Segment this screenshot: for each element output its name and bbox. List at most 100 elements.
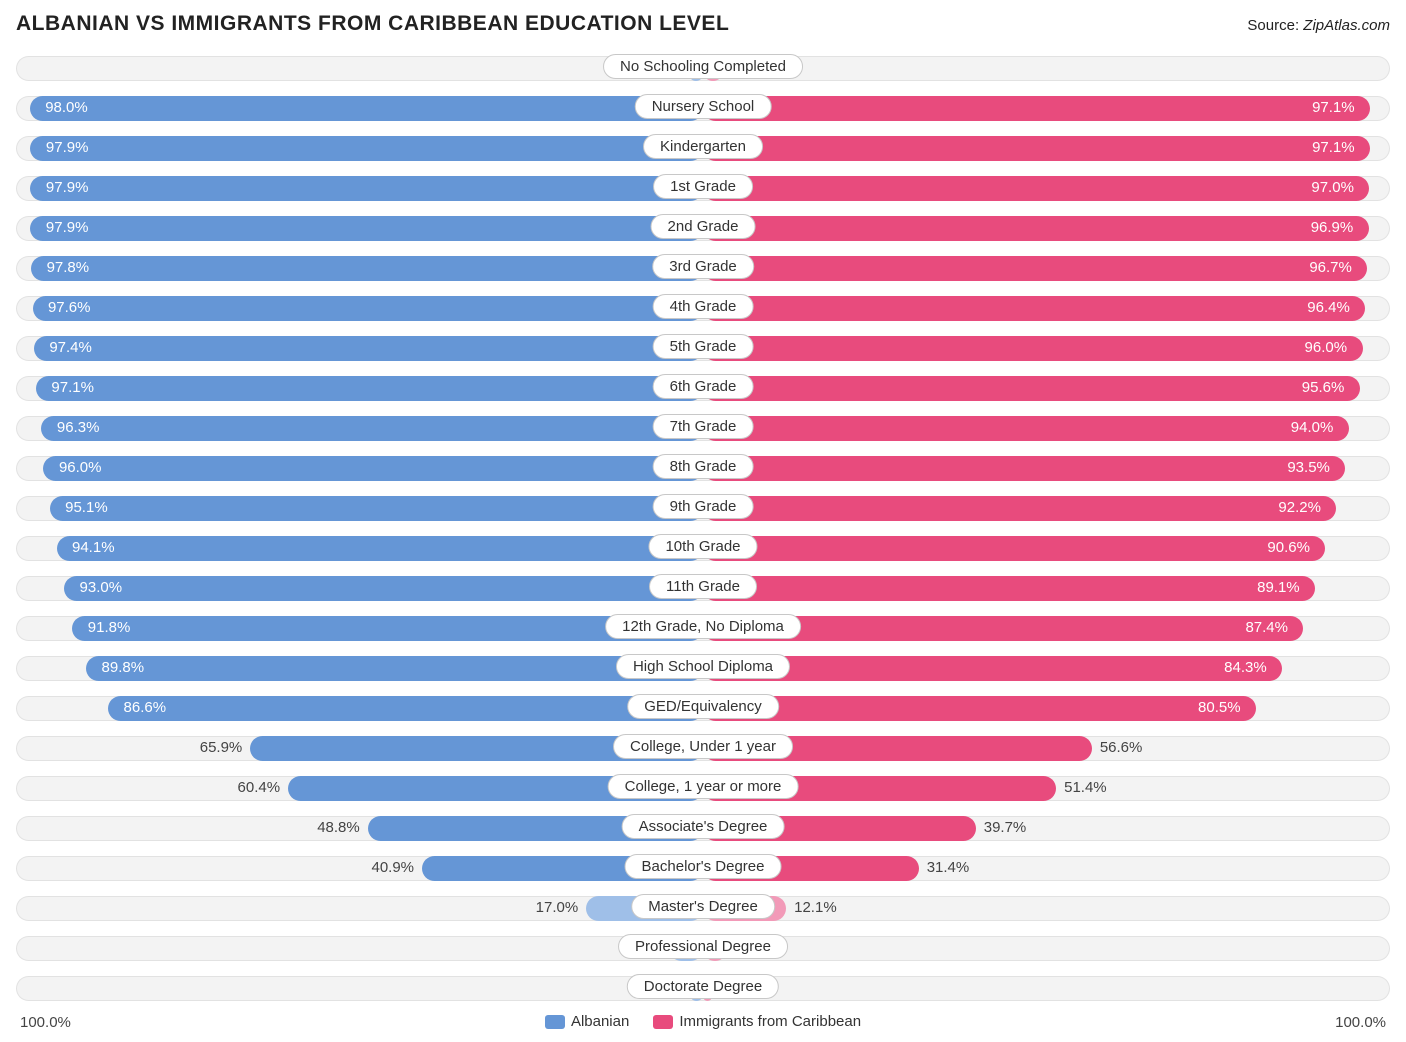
value-right: 80.5%: [1198, 699, 1241, 716]
bar-right: [703, 96, 1370, 121]
chart-row: 4.9%3.5%Professional Degree: [16, 932, 1390, 965]
chart-row: 17.0%12.1%Master's Degree: [16, 892, 1390, 925]
chart-header: ALBANIAN VS IMMIGRANTS FROM CARIBBEAN ED…: [16, 12, 1390, 36]
chart-row: 97.9%97.0%1st Grade: [16, 172, 1390, 205]
category-pill: College, 1 year or more: [608, 774, 799, 799]
value-left: 96.3%: [57, 419, 100, 436]
bar-left: [30, 136, 703, 161]
bar-right: [703, 536, 1325, 561]
bar-right: [703, 496, 1336, 521]
category-pill: Bachelor's Degree: [625, 854, 782, 879]
chart-row: 48.8%39.7%Associate's Degree: [16, 812, 1390, 845]
value-left: 97.4%: [49, 339, 92, 356]
value-left: 97.1%: [51, 379, 94, 396]
bar-left: [30, 96, 703, 121]
value-right: 84.3%: [1224, 659, 1267, 676]
chart-row: 1.9%1.3%Doctorate Degree: [16, 972, 1390, 1005]
category-pill: 4th Grade: [653, 294, 754, 319]
bar-right: [703, 176, 1369, 201]
bar-right: [703, 136, 1370, 161]
bar-right: [703, 376, 1360, 401]
value-right: 89.1%: [1257, 579, 1300, 596]
value-right: 96.9%: [1311, 219, 1354, 236]
category-pill: 7th Grade: [653, 414, 754, 439]
value-left: 17.0%: [536, 899, 579, 916]
category-pill: No Schooling Completed: [603, 54, 803, 79]
value-left: 86.6%: [124, 699, 167, 716]
value-right: 93.5%: [1287, 459, 1330, 476]
value-right: 97.0%: [1311, 179, 1354, 196]
bar-left: [30, 176, 703, 201]
category-pill: College, Under 1 year: [613, 734, 793, 759]
value-right: 94.0%: [1291, 419, 1334, 436]
bar-left: [64, 576, 703, 601]
value-right: 90.6%: [1267, 539, 1310, 556]
bar-right: [703, 416, 1349, 441]
category-pill: 12th Grade, No Diploma: [605, 614, 801, 639]
legend-item-right: Immigrants from Caribbean: [653, 1013, 861, 1030]
chart-row: 93.0% 89.1% 11th Grade: [16, 572, 1390, 605]
value-right: 96.7%: [1309, 259, 1352, 276]
bar-left: [43, 456, 703, 481]
chart-row: 97.1% 95.6% 6th Grade: [16, 372, 1390, 405]
value-right: 97.1%: [1312, 139, 1355, 156]
bar-right: [703, 576, 1315, 601]
chart-row: 97.9% 97.1% Kindergarten: [16, 132, 1390, 165]
value-right: 12.1%: [794, 899, 837, 916]
category-pill: Professional Degree: [618, 934, 788, 959]
bar-left: [30, 216, 703, 241]
value-left: 97.9%: [46, 139, 89, 156]
value-right: 31.4%: [927, 859, 970, 876]
chart-row: 97.8%96.7%3rd Grade: [16, 252, 1390, 285]
bar-left: [57, 536, 703, 561]
bar-right: [703, 456, 1345, 481]
category-pill: 8th Grade: [653, 454, 754, 479]
legend-swatch-right: [653, 1015, 673, 1029]
legend-label-left: Albanian: [571, 1013, 629, 1030]
legend-swatch-left: [545, 1015, 565, 1029]
chart-title: ALBANIAN VS IMMIGRANTS FROM CARIBBEAN ED…: [16, 12, 729, 36]
value-left: 93.0%: [80, 579, 123, 596]
source-label: Source:: [1247, 17, 1303, 34]
category-pill: Kindergarten: [643, 134, 763, 159]
bar-left: [34, 336, 703, 361]
value-right: 95.6%: [1302, 379, 1345, 396]
value-left: 97.9%: [46, 179, 89, 196]
value-right: 92.2%: [1278, 499, 1321, 516]
bar-left: [50, 496, 703, 521]
chart-row: 40.9% 31.4% Bachelor's Degree: [16, 852, 1390, 885]
category-pill: High School Diploma: [616, 654, 790, 679]
bar-left: [33, 296, 704, 321]
axis-left-max: 100.0%: [20, 1014, 71, 1031]
chart-row: 60.4%51.4%College, 1 year or more: [16, 772, 1390, 805]
track-left: [16, 976, 703, 1001]
value-left: 48.8%: [317, 819, 360, 836]
value-left: 97.8%: [47, 259, 90, 276]
chart-row: 98.0%97.1%Nursery School: [16, 92, 1390, 125]
value-left: 60.4%: [238, 779, 281, 796]
chart-row: 89.8%84.3%High School Diploma: [16, 652, 1390, 685]
category-pill: Associate's Degree: [622, 814, 785, 839]
category-pill: 5th Grade: [653, 334, 754, 359]
bar-left: [108, 696, 703, 721]
value-left: 40.9%: [371, 859, 414, 876]
track-left: [16, 56, 703, 81]
chart-row: 95.1%92.2%9th Grade: [16, 492, 1390, 525]
value-right: 96.0%: [1305, 339, 1348, 356]
value-left: 95.1%: [65, 499, 108, 516]
value-left: 96.0%: [59, 459, 102, 476]
value-left: 97.6%: [48, 299, 91, 316]
bar-left: [31, 256, 703, 281]
chart-row: 94.1%90.6%10th Grade: [16, 532, 1390, 565]
chart-row: 65.9%56.6%College, Under 1 year: [16, 732, 1390, 765]
legend: Albanian Immigrants from Caribbean: [16, 1013, 1390, 1030]
value-left: 65.9%: [200, 739, 243, 756]
category-pill: GED/Equivalency: [627, 694, 779, 719]
bar-left: [41, 416, 703, 441]
value-right: 87.4%: [1245, 619, 1288, 636]
diverging-bar-chart: 2.1%2.9%No Schooling Completed98.0%97.1%…: [16, 52, 1390, 1005]
axis-right-max: 100.0%: [1335, 1014, 1386, 1031]
value-right: 96.4%: [1307, 299, 1350, 316]
category-pill: 6th Grade: [653, 374, 754, 399]
category-pill: 11th Grade: [649, 574, 757, 599]
